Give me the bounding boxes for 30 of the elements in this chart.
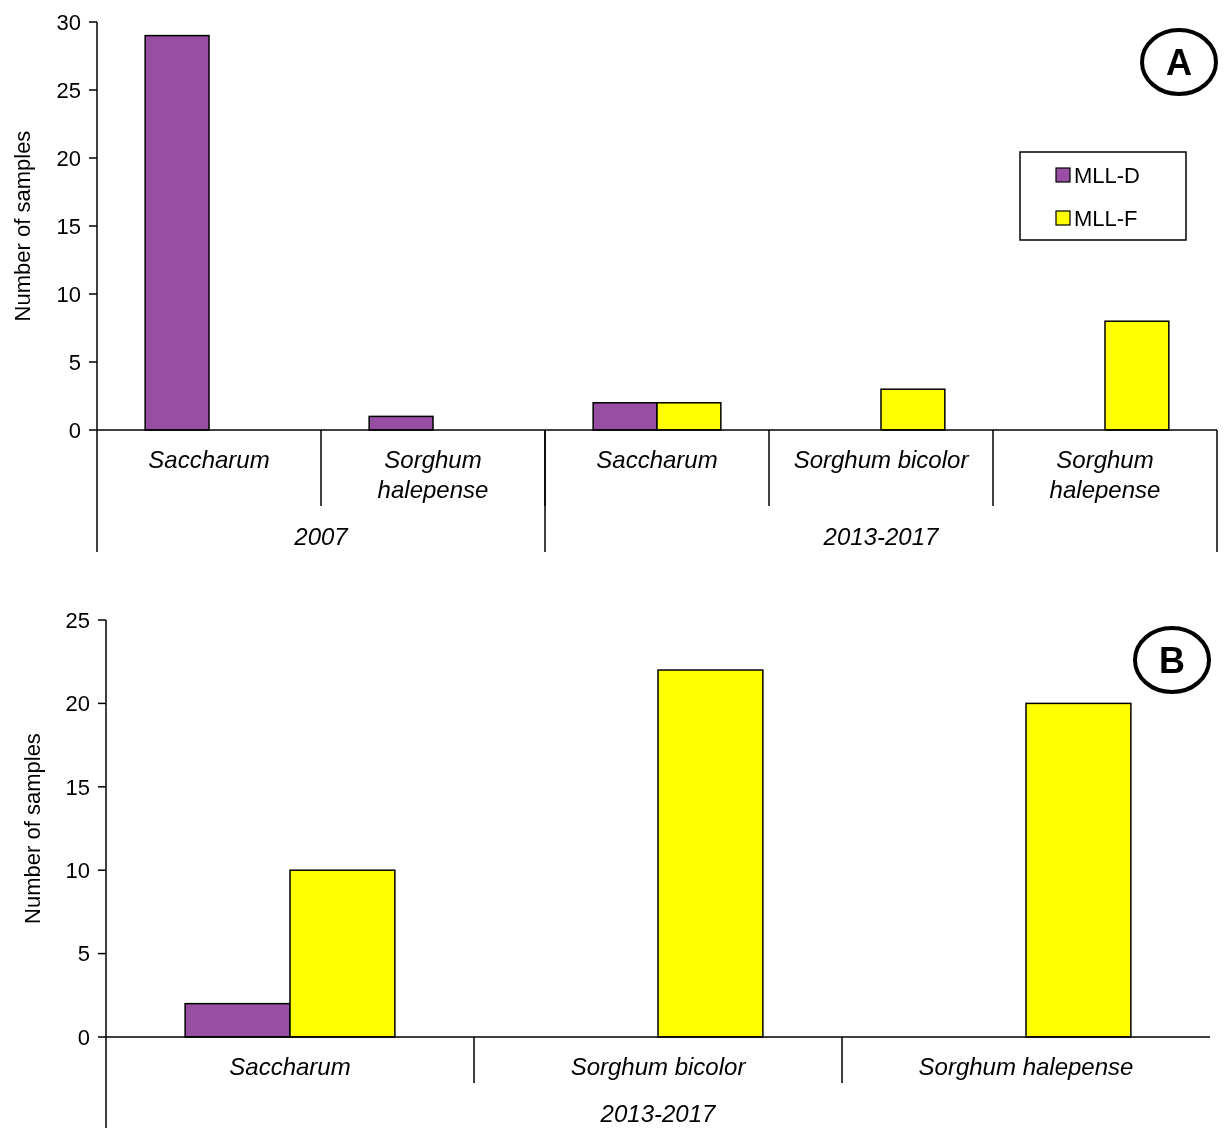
y-axis-title: Number of samples (10, 130, 35, 322)
x-tick-label: Saccharum (148, 446, 270, 473)
y-tick-label: 25 (56, 77, 81, 103)
text: 2013-2017 (822, 523, 941, 550)
x-tick-label: Sorghum bicolor (793, 446, 970, 473)
legend-label: MLL-F (1074, 205, 1138, 231)
x-tick-label: Sorghum halepense (1049, 446, 1161, 503)
legend-label: MLL-D (1074, 162, 1141, 188)
y-tick-label: 25 (65, 607, 90, 633)
text: A (1166, 41, 1192, 83)
y-axis-title: Number of samples (20, 733, 45, 924)
text: B (1159, 639, 1185, 681)
y-tick-label: 15 (56, 213, 81, 239)
text: 2007 (293, 523, 350, 550)
y-tick-label: 30 (56, 9, 81, 35)
x-tick-label: Sorghum bicolor (570, 1053, 747, 1080)
y-tick-label: 0 (77, 1024, 90, 1050)
x-tick-label: Sorghum halepense (918, 1053, 1134, 1080)
y-tick-label: 15 (65, 774, 90, 800)
y-tick-label: 5 (77, 941, 90, 967)
y-tick-label: 10 (65, 857, 90, 883)
y-tick-label: 5 (68, 349, 81, 375)
x-tick-label: Sorghum halepense (377, 446, 489, 503)
y-tick-label: 0 (68, 417, 81, 443)
y-tick-label: 20 (65, 691, 90, 717)
x-tick-label: Saccharum (229, 1053, 351, 1080)
x-tick-label: Saccharum (596, 446, 718, 473)
y-tick-label: 20 (56, 145, 81, 171)
text: 2013-2017 (599, 1100, 718, 1127)
y-tick-label: 10 (56, 281, 81, 307)
